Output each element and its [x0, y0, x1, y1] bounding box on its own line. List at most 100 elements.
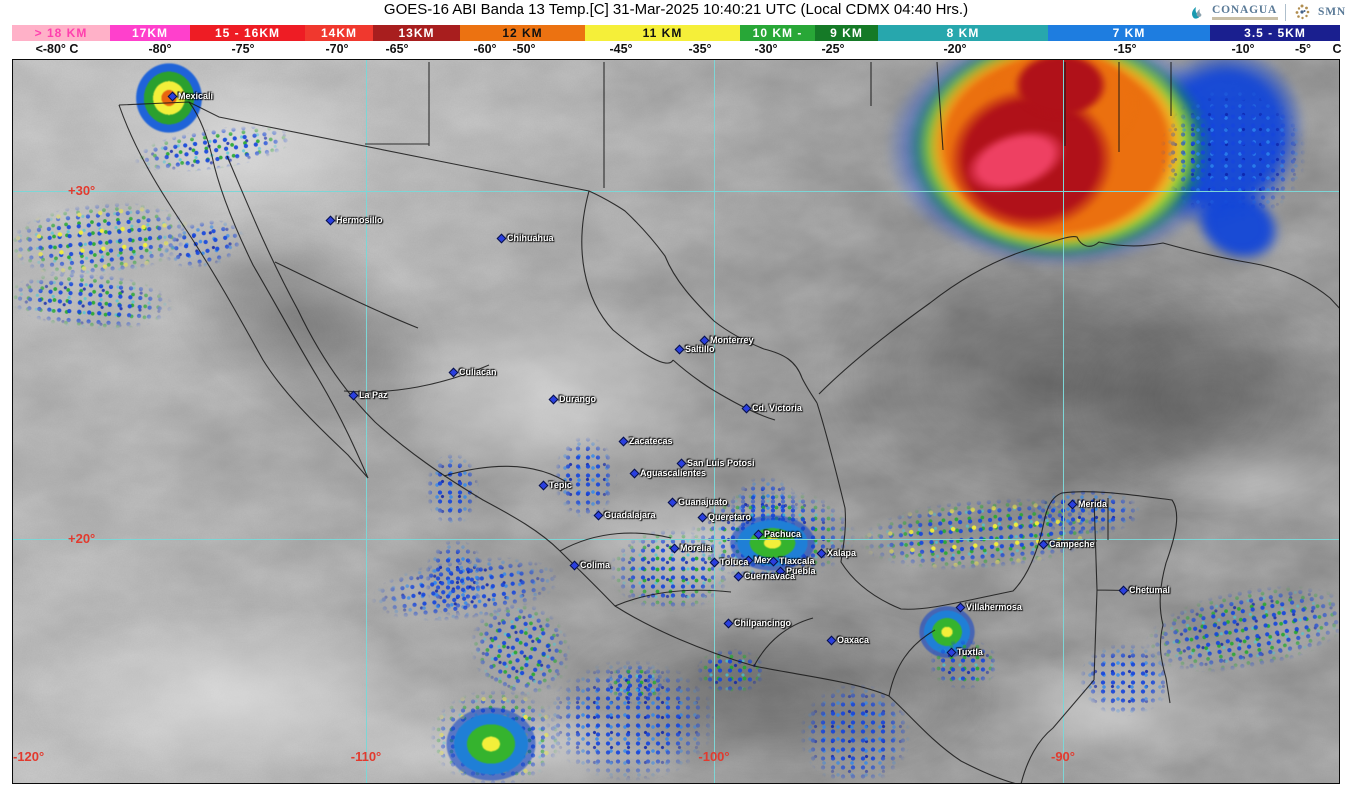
city-name: Puebla [786, 566, 816, 576]
city-label: Chihuahua [496, 233, 554, 243]
city-name: Villahermosa [966, 602, 1022, 612]
city-label: Aguascalientes [629, 468, 707, 478]
temp-label: -30° [754, 42, 778, 56]
political-borders [118, 61, 1339, 783]
gulf-coast-yucatan [816, 402, 1178, 704]
city-label: Queretaro [697, 512, 752, 522]
scale-segment: > 18 KM [12, 25, 110, 41]
latitude-line [13, 191, 1339, 192]
city-marker-icon [569, 560, 580, 570]
city-marker-icon [667, 497, 678, 507]
temp-label: -10° [1231, 42, 1255, 56]
city-marker-icon [669, 543, 680, 553]
city-marker-icon [167, 91, 178, 101]
city-label: Monterrey [699, 335, 754, 345]
temp-label: -25° [821, 42, 845, 56]
city-marker-icon [768, 556, 779, 566]
city-name: Guanajuato [678, 497, 728, 507]
city-name: Mex [754, 555, 772, 565]
temp-label: -5° [1294, 42, 1312, 56]
longitude-line [714, 60, 715, 783]
city-name: Saltillo [685, 344, 715, 354]
city-name: Queretaro [708, 512, 752, 522]
city-label: Chilpancingo [723, 618, 791, 628]
city-marker-icon [1067, 499, 1078, 509]
temp-label: -20° [943, 42, 967, 56]
city-marker-icon [753, 529, 764, 539]
city-marker-icon [593, 510, 604, 520]
longitude-line [1063, 60, 1064, 783]
city-label: Colima [569, 560, 611, 570]
city-label: La Paz [348, 390, 388, 400]
city-name: San Luis Potosi [687, 458, 755, 468]
city-name: Tepic [549, 480, 572, 490]
city-label: Tepic [538, 480, 572, 490]
temp-label: -80° [148, 42, 172, 56]
city-label: Campeche [1038, 539, 1095, 549]
temp-label: -35° [688, 42, 712, 56]
city-marker-icon [723, 618, 734, 628]
us-mexico-border [118, 101, 818, 404]
city-label: Guanajuato [667, 497, 728, 507]
image-title: GOES-16 ABI Banda 13 Temp.[C] 31-Mar-202… [383, 1, 969, 18]
city-name: Colima [580, 560, 611, 570]
city-label: Guadalajara [593, 510, 656, 520]
cloud-wisp [1153, 430, 1339, 525]
cloud-shade [823, 230, 1283, 520]
city-marker-icon [816, 548, 827, 558]
temp-label: -65° [385, 42, 409, 56]
city-marker-icon [946, 647, 957, 657]
cloud-sp-bg [605, 663, 667, 705]
us-state-lines [365, 61, 1172, 188]
city-marker-icon [325, 215, 336, 225]
city-name: Morelia [680, 543, 712, 553]
longitude-label: -110° [350, 749, 382, 764]
city-marker-icon [674, 344, 685, 354]
scale-segment: 9 KM [815, 25, 878, 41]
city-label: Oaxaca [826, 635, 869, 645]
city-marker-icon [826, 635, 837, 645]
conagua-label: CONAGUA [1212, 4, 1278, 16]
city-name: Mexicali [178, 91, 214, 101]
temp-label: -75° [231, 42, 255, 56]
city-label: Pachuca [753, 529, 802, 539]
city-marker-icon [1038, 539, 1049, 549]
scale-segment: 14KM [305, 25, 373, 41]
latitude-label: +20° [68, 531, 96, 546]
cloud-sp-b [425, 452, 480, 527]
city-name: Hermosillo [336, 215, 383, 225]
cloud-sp-b [1028, 488, 1143, 536]
city-label: Chetumal [1118, 585, 1170, 595]
city-name: Xalapa [827, 548, 857, 558]
baja-california-coast [118, 101, 369, 479]
scale-segment: 8 KM [878, 25, 1048, 41]
city-name: Pachuca [764, 529, 802, 539]
city-name: Chilpancingo [734, 618, 791, 628]
city-label: Mexicali [167, 91, 214, 101]
city-label: Cuernavaca [733, 571, 795, 581]
us-gulf-coast [818, 236, 1339, 395]
city-label: Merida [1067, 499, 1107, 509]
temp-label: C [1332, 42, 1342, 56]
satellite-map: +30° +20° -120° -110° -100° -90° Mexicali Herm… [12, 59, 1340, 784]
city-name: Aguascalientes [640, 468, 707, 478]
cloud-conv-orange [131, 60, 207, 138]
city-label: Saltillo [674, 344, 715, 354]
latitude-line [13, 539, 1339, 540]
longitude-label: -90° [1051, 749, 1075, 764]
city-label: Toluca [709, 557, 748, 567]
city-label: Villahermosa [955, 602, 1022, 612]
scale-segment: 15 - 16KM [190, 25, 305, 41]
scale-segment: 7 KM [1048, 25, 1210, 41]
city-label: Cd. Victoria [741, 403, 802, 413]
latitude-label: +30° [68, 183, 96, 198]
longitude-line [366, 60, 367, 783]
temperature-scale: <-80° C -80° -75° -70° -65° -60° -50° -45° -35° -… [0, 41, 1352, 58]
scale-segment: 12 KM [460, 25, 585, 41]
pacific-coast [226, 155, 1016, 783]
city-label: Durango [548, 394, 596, 404]
city-label: Puebla [775, 566, 816, 576]
conagua-logo: CONAGUA [1212, 4, 1279, 20]
cloud-sp-b [798, 682, 913, 783]
city-label: Xalapa [816, 548, 857, 558]
